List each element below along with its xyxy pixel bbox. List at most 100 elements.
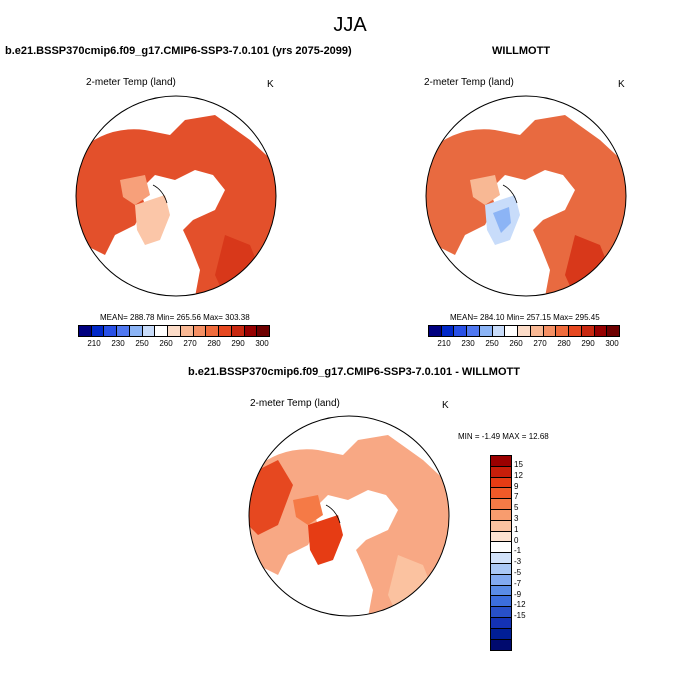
colorbar-swatch bbox=[491, 520, 511, 532]
colorbar-swatch bbox=[479, 326, 493, 336]
colorbar-swatch bbox=[91, 326, 105, 336]
colorbar-swatch bbox=[491, 488, 511, 500]
colorbar-label: 290 bbox=[581, 339, 595, 348]
colorbar-label: 210 bbox=[87, 339, 101, 348]
colorbar-swatch bbox=[155, 326, 169, 336]
colorbar-label: 230 bbox=[111, 339, 125, 348]
colorbar-swatch bbox=[569, 326, 582, 336]
colorbar-label: 280 bbox=[557, 339, 571, 348]
panel-1-title: b.e21.BSSP370cmip6.f09_g17.CMIP6-SSP3-7.… bbox=[5, 45, 352, 57]
colorbar-swatch bbox=[79, 326, 92, 336]
panel-1-stats: MEAN= 288.78 Min= 265.56 Max= 303.38 bbox=[100, 313, 250, 322]
colorbar-swatch bbox=[556, 326, 570, 336]
panel-1-variable: 2-meter Temp (land) bbox=[86, 77, 176, 88]
colorbar-swatch bbox=[429, 326, 442, 336]
colorbar-label: 270 bbox=[533, 339, 547, 348]
panel-1-colorbar bbox=[78, 325, 270, 337]
colorbar-swatch bbox=[543, 326, 557, 336]
colorbar-swatch bbox=[193, 326, 207, 336]
panel-3-title: b.e21.BSSP370cmip6.f09_g17.CMIP6-SSP3-7.… bbox=[188, 366, 520, 378]
colorbar-swatch bbox=[518, 326, 531, 336]
colorbar-swatch bbox=[117, 326, 130, 336]
colorbar-label: 15 bbox=[514, 460, 523, 469]
colorbar-label: 260 bbox=[509, 339, 523, 348]
colorbar-swatch bbox=[491, 531, 511, 543]
colorbar-swatch bbox=[180, 326, 194, 336]
colorbar-swatch bbox=[231, 326, 245, 336]
colorbar-label: 300 bbox=[605, 339, 619, 348]
colorbar-swatch bbox=[441, 326, 455, 336]
colorbar-swatch bbox=[594, 326, 608, 336]
colorbar-label: 300 bbox=[255, 339, 269, 348]
panel-3-map bbox=[248, 415, 450, 622]
colorbar-swatch bbox=[244, 326, 258, 336]
colorbar-swatch bbox=[491, 477, 511, 489]
colorbar-swatch bbox=[467, 326, 480, 336]
colorbar-label: 1 bbox=[514, 524, 519, 534]
colorbar-label: 7 bbox=[514, 492, 519, 502]
colorbar-swatch bbox=[581, 326, 595, 336]
colorbar-swatch bbox=[491, 607, 511, 618]
colorbar-label: -15 bbox=[514, 611, 526, 621]
colorbar-label: 290 bbox=[231, 339, 245, 348]
colorbar-swatch bbox=[257, 326, 270, 336]
panel-1-colorbar-labels: 210 230 250 260 270 280 290 300 bbox=[78, 339, 276, 348]
colorbar-label: 270 bbox=[183, 339, 197, 348]
colorbar-swatch bbox=[491, 456, 511, 467]
panel-2-units: K bbox=[618, 79, 625, 90]
colorbar-swatch bbox=[454, 326, 468, 336]
panel-3-units: K bbox=[442, 400, 449, 411]
colorbar-label: 260 bbox=[159, 339, 173, 348]
panel-3-stats: MIN = -1.49 MAX = 12.68 bbox=[458, 432, 549, 441]
colorbar-swatch bbox=[491, 617, 511, 629]
colorbar-swatch bbox=[491, 499, 511, 510]
panel-2-colorbar-labels: 210 230 250 260 270 280 290 300 bbox=[428, 339, 626, 348]
colorbar-swatch bbox=[491, 628, 511, 640]
colorbar-swatch bbox=[491, 596, 511, 608]
colorbar-label: -7 bbox=[514, 578, 522, 588]
colorbar-swatch bbox=[168, 326, 181, 336]
colorbar-label: 230 bbox=[461, 339, 475, 348]
colorbar-label: 12 bbox=[514, 470, 523, 480]
colorbar-swatch bbox=[505, 326, 519, 336]
panel-3-colorbar bbox=[490, 455, 512, 652]
panel-1-units: K bbox=[267, 79, 274, 90]
colorbar-swatch bbox=[491, 542, 511, 554]
colorbar-swatch bbox=[219, 326, 232, 336]
panel-1-map bbox=[75, 95, 277, 302]
colorbar-label: 3 bbox=[514, 513, 519, 523]
colorbar-swatch bbox=[491, 574, 511, 586]
colorbar-label: -12 bbox=[514, 600, 526, 610]
panel-3-variable: 2-meter Temp (land) bbox=[250, 398, 340, 409]
colorbar-swatch bbox=[491, 639, 511, 651]
panel-2-variable: 2-meter Temp (land) bbox=[424, 77, 514, 88]
colorbar-swatch bbox=[491, 509, 511, 521]
panel-2-stats: MEAN= 284.10 Min= 257.15 Max= 295.45 bbox=[450, 313, 600, 322]
colorbar-swatch bbox=[530, 326, 544, 336]
panel-2-title: WILLMOTT bbox=[492, 45, 551, 57]
colorbar-swatch bbox=[491, 563, 511, 575]
panel-2-map bbox=[425, 95, 627, 302]
colorbar-swatch bbox=[491, 585, 511, 597]
colorbar-label: -1 bbox=[514, 546, 522, 556]
colorbar-swatch bbox=[491, 553, 511, 564]
colorbar-swatch bbox=[129, 326, 143, 336]
colorbar-label: -3 bbox=[514, 557, 522, 567]
colorbar-label: 210 bbox=[437, 339, 451, 348]
colorbar-swatch bbox=[142, 326, 156, 336]
figure-title: JJA bbox=[333, 14, 367, 36]
colorbar-label: 250 bbox=[485, 339, 499, 348]
colorbar-label: 0 bbox=[514, 535, 519, 545]
colorbar-swatch bbox=[607, 326, 620, 336]
colorbar-swatch bbox=[491, 466, 511, 478]
colorbar-label: 9 bbox=[514, 481, 519, 491]
colorbar-label: 280 bbox=[207, 339, 221, 348]
colorbar-label: -5 bbox=[514, 567, 522, 577]
colorbar-label: -9 bbox=[514, 589, 522, 599]
colorbar-label: 250 bbox=[135, 339, 149, 348]
colorbar-swatch bbox=[206, 326, 220, 336]
panel-2-colorbar bbox=[428, 325, 620, 337]
colorbar-swatch bbox=[492, 326, 506, 336]
colorbar-swatch bbox=[104, 326, 118, 336]
panel-3-colorbar-labels: 15 12 9 7 5 3 1 0 -1 -3 -5 -7 -9 -12 -15 bbox=[514, 460, 526, 622]
